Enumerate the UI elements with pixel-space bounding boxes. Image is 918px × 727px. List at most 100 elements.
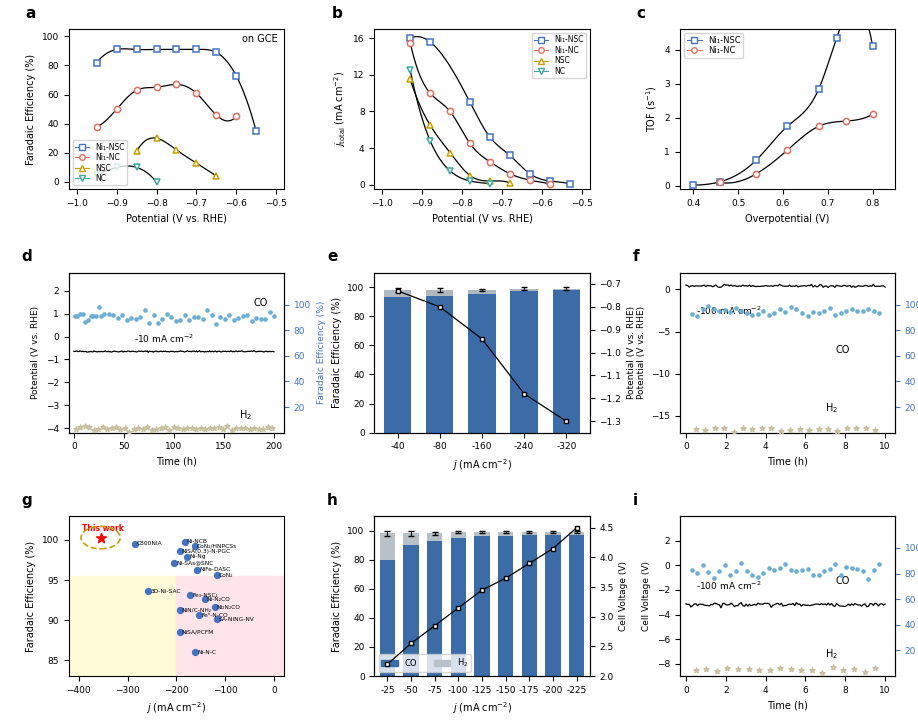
Point — [108, 422, 123, 433]
Point — [216, 424, 230, 435]
Text: H$_2$: H$_2$ — [239, 408, 252, 422]
Point — [207, 601, 222, 613]
Point — [100, 423, 115, 435]
Point — [795, 307, 810, 318]
Point — [751, 308, 766, 320]
Point — [102, 308, 117, 320]
Point — [211, 421, 226, 433]
Text: -100 mA cm$^{-2}$: -100 mA cm$^{-2}$ — [696, 579, 761, 592]
Text: Fe₃-NSC₁: Fe₃-NSC₁ — [192, 593, 218, 598]
Point — [166, 421, 181, 433]
Text: NiSA(0.3)-N-PGC: NiSA(0.3)-N-PGC — [182, 549, 231, 554]
Text: g: g — [21, 493, 32, 507]
Text: CO: CO — [835, 576, 850, 586]
Bar — [426, 290, 453, 296]
Point — [94, 531, 108, 543]
Point — [868, 424, 882, 435]
Text: Ni-NCB: Ni-NCB — [186, 539, 207, 544]
Point — [162, 424, 177, 435]
Point — [872, 307, 887, 318]
Point — [131, 422, 146, 434]
Point — [180, 422, 195, 433]
Point — [187, 539, 202, 551]
Point — [89, 310, 104, 321]
Point — [778, 558, 793, 570]
Point — [171, 422, 185, 434]
Point — [209, 614, 224, 625]
Bar — [427, 541, 442, 676]
Point — [795, 564, 810, 576]
Point — [229, 422, 243, 434]
Point — [266, 310, 281, 322]
Point — [133, 311, 148, 323]
Point — [151, 317, 165, 329]
Point — [707, 303, 722, 315]
Point — [113, 423, 128, 435]
Point — [264, 422, 279, 433]
Point — [127, 423, 141, 435]
Point — [712, 566, 727, 577]
Point — [164, 311, 179, 323]
Y-axis label: TOF (s$^{-1}$): TOF (s$^{-1}$) — [644, 86, 659, 132]
Bar — [384, 297, 411, 433]
Point — [830, 425, 845, 436]
Point — [801, 424, 816, 435]
Point — [213, 311, 228, 323]
Legend: CO, H$_2$: CO, H$_2$ — [378, 654, 471, 672]
Point — [740, 307, 755, 318]
Point — [836, 664, 851, 675]
Point — [208, 318, 223, 329]
Point — [86, 424, 101, 435]
Bar — [380, 534, 395, 560]
Point — [263, 306, 277, 318]
Point — [817, 305, 832, 317]
Text: b: b — [331, 6, 342, 21]
Point — [858, 422, 873, 434]
Y-axis label: Faradaic Efficiency (%): Faradaic Efficiency (%) — [317, 301, 326, 404]
Point — [69, 424, 84, 435]
Text: CoN₂: CoN₂ — [218, 573, 233, 578]
Point — [190, 564, 205, 576]
Point — [197, 593, 212, 605]
Point — [137, 304, 151, 316]
Point — [258, 313, 273, 325]
Point — [153, 422, 168, 434]
Point — [238, 422, 252, 434]
Text: NiN/C-NH₂: NiN/C-NH₂ — [182, 608, 212, 613]
Text: SA-NING-NV: SA-NING-NV — [218, 616, 254, 622]
Point — [128, 538, 142, 550]
Point — [756, 567, 771, 579]
Bar — [521, 535, 537, 676]
Point — [155, 313, 170, 325]
Y-axis label: Faradaic Efficiency (%): Faradaic Efficiency (%) — [27, 540, 37, 651]
Point — [249, 313, 263, 324]
Point — [812, 422, 826, 434]
Point — [173, 626, 187, 638]
Point — [82, 422, 96, 433]
Point — [187, 646, 202, 658]
Bar — [553, 290, 580, 433]
Point — [729, 302, 744, 314]
Text: d: d — [21, 249, 32, 265]
X-axis label: Overpotential (V): Overpotential (V) — [745, 214, 830, 223]
Point — [867, 564, 881, 576]
Point — [821, 424, 835, 435]
X-axis label: $j$ (mA cm$^{-2}$): $j$ (mA cm$^{-2}$) — [452, 700, 512, 716]
Point — [834, 308, 848, 319]
Point — [817, 565, 832, 577]
Point — [247, 422, 262, 434]
X-axis label: Time (h): Time (h) — [156, 457, 196, 467]
Point — [868, 662, 882, 674]
Point — [688, 423, 703, 435]
Bar — [384, 290, 411, 297]
Point — [75, 308, 90, 320]
Point — [189, 423, 204, 435]
Point — [256, 423, 271, 435]
Bar — [545, 535, 561, 676]
Point — [720, 662, 734, 674]
Y-axis label: Faradaic Efficiency (%): Faradaic Efficiency (%) — [331, 540, 341, 651]
Point — [850, 305, 865, 317]
Point — [839, 305, 854, 317]
Point — [745, 569, 760, 581]
Point — [135, 424, 150, 435]
